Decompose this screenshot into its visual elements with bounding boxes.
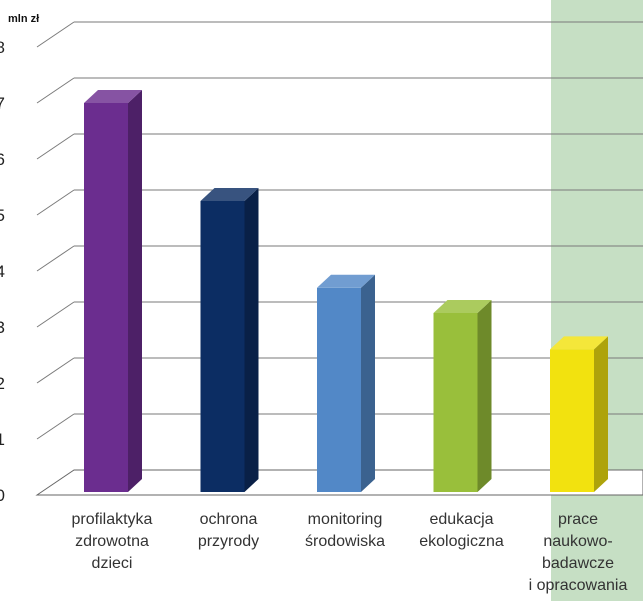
y-tick-label: 2 <box>0 374 5 393</box>
category-label: monitoring środowiska <box>305 511 385 550</box>
bar <box>84 90 142 492</box>
bar <box>550 336 608 492</box>
gridline-diagonal <box>36 133 75 160</box>
bar-top <box>317 274 375 288</box>
category-label: profilaktyka zdrowotna dzieci <box>72 511 153 572</box>
y-tick-label: 1 <box>0 430 5 449</box>
bar-front <box>84 103 128 492</box>
category-label-line: ochrona <box>200 511 258 528</box>
bar-side <box>361 274 375 492</box>
gridline-diagonal <box>36 245 75 272</box>
bar-top <box>84 90 142 103</box>
y-tick-label: 3 <box>0 318 5 337</box>
gridline-diagonal <box>36 413 75 440</box>
bar <box>200 188 259 492</box>
category-label-line: dzieci <box>92 555 133 572</box>
gridline-diagonal <box>36 77 75 104</box>
bar-front <box>433 313 478 492</box>
category-label-line: środowiska <box>305 533 385 550</box>
bar-front <box>550 349 594 492</box>
highlight-band <box>551 0 643 601</box>
bar-side <box>477 300 492 492</box>
y-tick-label: 4 <box>0 262 5 281</box>
y-tick-label: 5 <box>0 206 5 225</box>
category-label-line: badawcze <box>542 555 614 572</box>
category-label: edukacja ekologiczna <box>419 511 504 550</box>
category-label-line: edukacja <box>429 511 493 528</box>
category-label-line: monitoring <box>308 511 383 528</box>
bar-top <box>200 188 259 201</box>
y-tick-label: 7 <box>0 94 5 113</box>
y-axis-unit-label: mln zł <box>8 13 39 25</box>
bar-side <box>244 188 259 492</box>
category-label-line: prace <box>558 511 598 528</box>
category-label-line: ekologiczna <box>419 533 504 550</box>
category-label-line: zdrowotna <box>75 533 149 550</box>
y-tick-label: 6 <box>0 150 5 169</box>
bar <box>433 300 492 492</box>
gridline-diagonal <box>36 189 75 216</box>
y-axis-ticks: 0 1 2 3 4 5 6 7 8 <box>0 38 5 505</box>
bar-side <box>128 90 142 492</box>
bars <box>84 90 608 492</box>
category-label: prace naukowo-badawcze i opracowania <box>529 511 628 594</box>
category-label-line: naukowo- <box>543 533 612 550</box>
y-tick-label: 0 <box>0 486 5 505</box>
category-label-line: profilaktyka <box>72 511 153 528</box>
category-label-line: i opracowania <box>529 577 628 594</box>
y-tick-label: 8 <box>0 38 5 57</box>
bar-front <box>317 287 361 492</box>
bar <box>317 274 375 492</box>
x-axis-categories: profilaktyka zdrowotna dzieci ochrona przyro… <box>72 511 628 594</box>
bar-side <box>594 336 608 492</box>
category-label-line: przyrody <box>198 533 259 550</box>
bar-top <box>433 300 492 313</box>
bar-front <box>200 201 245 492</box>
bar-top <box>550 336 608 350</box>
gridline-diagonal <box>36 357 75 384</box>
category-label: ochrona przyrody <box>198 511 259 550</box>
gridline-diagonal <box>36 21 75 48</box>
gridline-diagonal <box>36 301 75 328</box>
